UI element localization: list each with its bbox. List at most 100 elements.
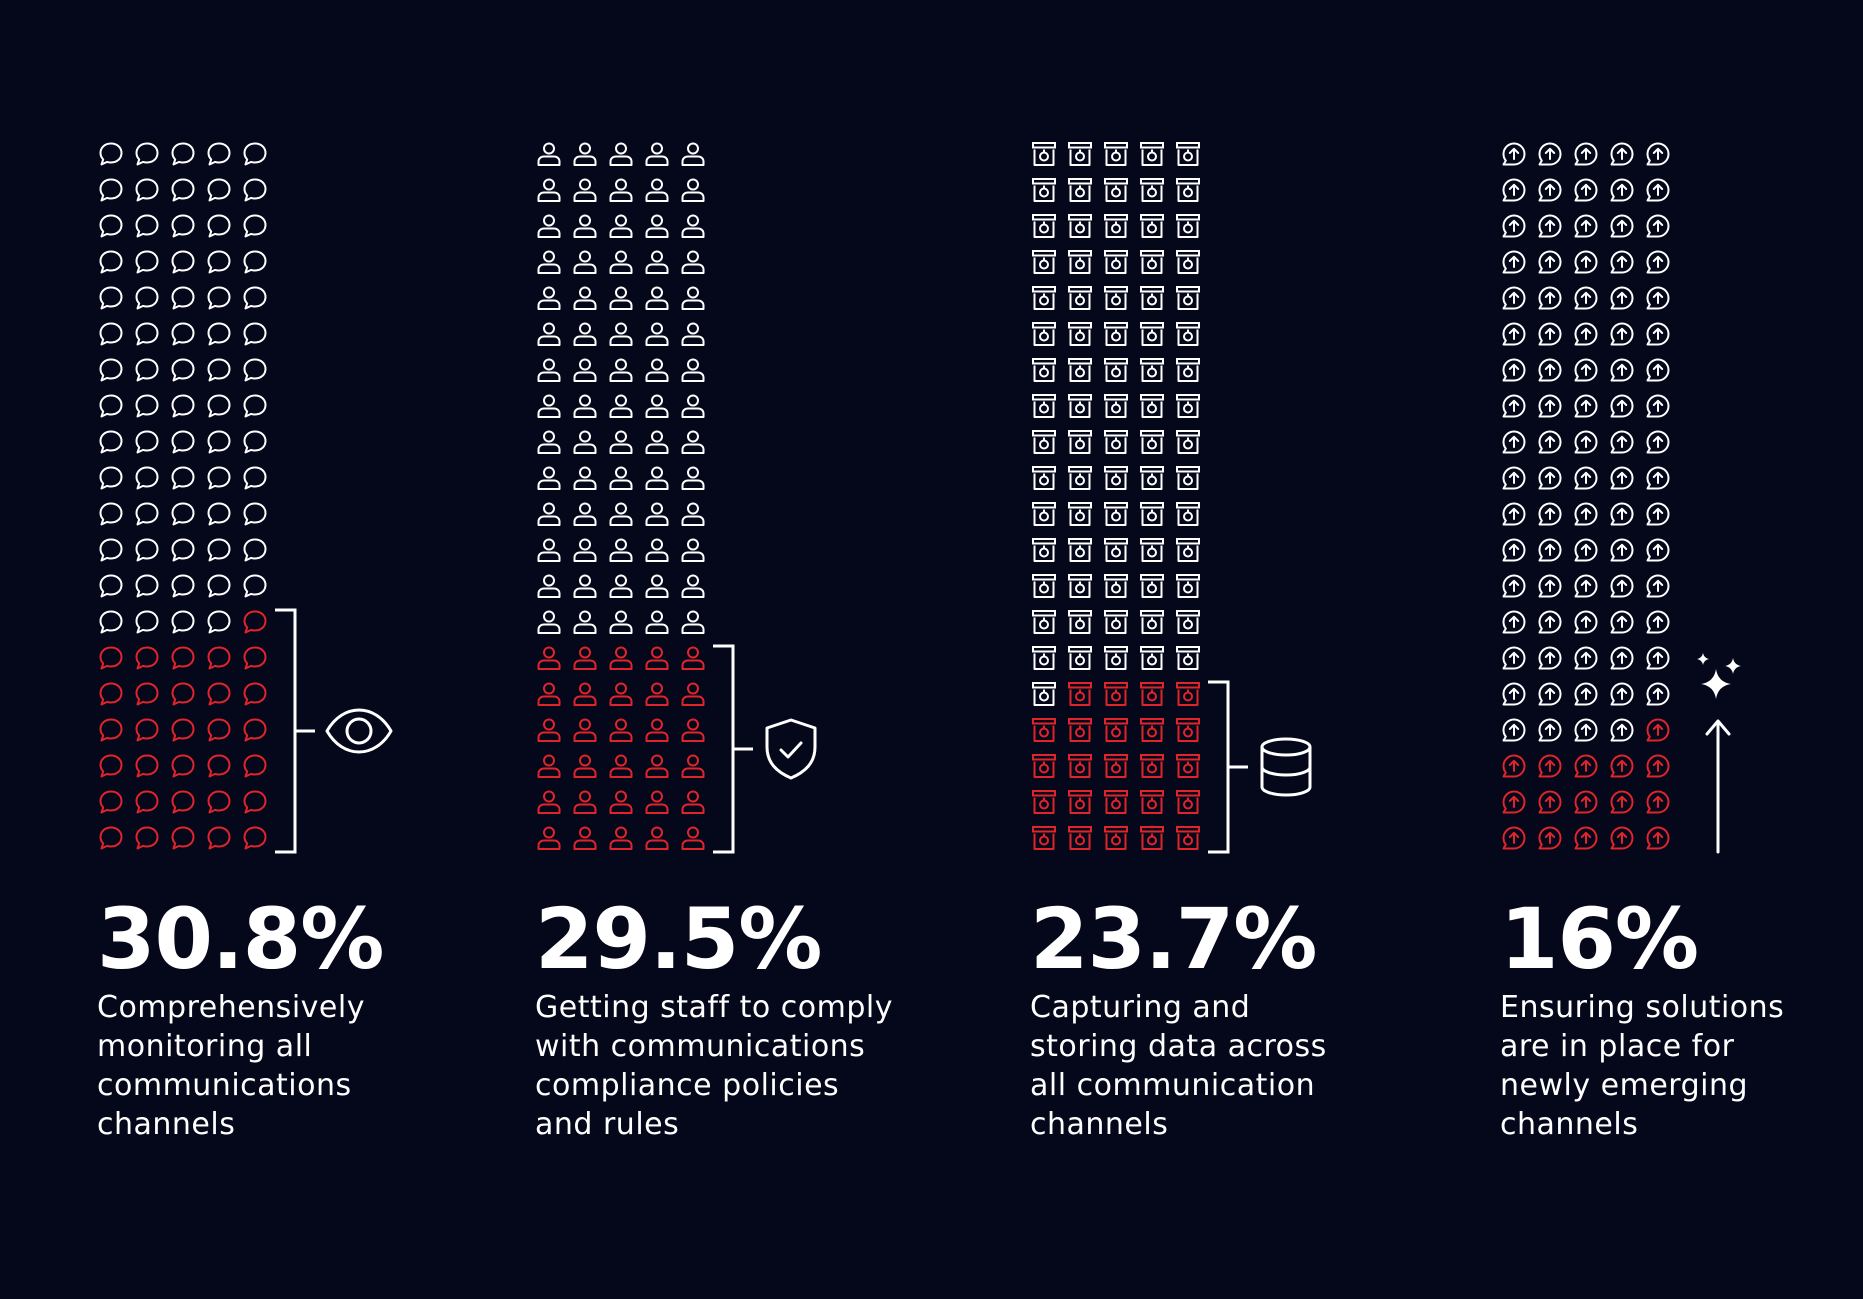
highlighted-speech-bubble-icon (207, 682, 231, 706)
stat-group-3: 23.7% Capturing and storing data across … (1030, 890, 1450, 1144)
person-icon (573, 214, 597, 238)
person-icon (573, 286, 597, 310)
highlighted-speech-bubble-icon (135, 754, 159, 778)
person-icon (537, 142, 561, 166)
highlighted-archive-box-icon (1068, 718, 1092, 742)
highlighted-archive-box-icon (1176, 754, 1200, 778)
highlighted-person-icon (681, 754, 705, 778)
arrow-up-bubble-icon (1574, 142, 1598, 166)
arrow-up-bubble-icon (1538, 178, 1562, 202)
speech-bubble-icon (171, 538, 195, 562)
highlighted-speech-bubble-icon (171, 826, 195, 850)
highlighted-person-icon (645, 682, 669, 706)
speech-bubble-icon (243, 466, 267, 490)
speech-bubble-icon (99, 322, 123, 346)
highlighted-person-icon (645, 646, 669, 670)
person-icon (537, 178, 561, 202)
speech-bubble-icon (135, 322, 159, 346)
archive-box-icon (1032, 538, 1056, 562)
arrow-up-bubble-icon (1538, 250, 1562, 274)
archive-box-icon (1068, 214, 1092, 238)
archive-box-icon (1176, 502, 1200, 526)
arrow-up-bubble-icon (1610, 214, 1634, 238)
stat-label: Ensuring solutions are in place for newl… (1500, 990, 1785, 1142)
speech-bubble-icon (171, 430, 195, 454)
archive-box-icon (1140, 178, 1164, 202)
archive-box-icon (1104, 250, 1128, 274)
arrow-up-bubble-icon (1574, 358, 1598, 382)
arrow-up-bubble-icon (1610, 718, 1634, 742)
person-icon (645, 610, 669, 634)
arrow-up-bubble-icon (1646, 538, 1670, 562)
archive-box-icon (1104, 286, 1128, 310)
person-icon (681, 430, 705, 454)
person-icon (573, 394, 597, 418)
highlighted-archive-box-icon (1068, 790, 1092, 814)
archive-box-icon (1140, 610, 1164, 634)
person-icon (681, 250, 705, 274)
person-icon (537, 214, 561, 238)
speech-bubble-icon (243, 214, 267, 238)
database-icon (1260, 737, 1312, 797)
highlighted-speech-bubble-icon (99, 682, 123, 706)
archive-box-icon (1032, 394, 1056, 418)
arrow-up-bubble-icon (1610, 142, 1634, 166)
archive-box-icon (1032, 286, 1056, 310)
archive-box-icon (1176, 178, 1200, 202)
highlighted-speech-bubble-icon (243, 610, 267, 634)
highlighted-arrow-up-bubble-icon (1646, 754, 1670, 778)
arrow-up-bubble-icon (1610, 394, 1634, 418)
speech-bubble-icon (135, 430, 159, 454)
arrow-up-bubble-icon (1502, 142, 1526, 166)
archive-box-icon (1068, 646, 1092, 670)
person-icon (537, 250, 561, 274)
stat-value: 29.5% (535, 890, 822, 988)
arrow-up-bubble-icon (1502, 466, 1526, 490)
arrow-up-bubble-icon (1502, 718, 1526, 742)
arrow-up-bubble-icon (1574, 178, 1598, 202)
archive-box-icon (1032, 214, 1056, 238)
speech-bubble-icon (243, 538, 267, 562)
highlighted-speech-bubble-icon (243, 718, 267, 742)
arrow-up-bubble-icon (1502, 574, 1526, 598)
speech-bubble-icon (135, 610, 159, 634)
archive-box-icon (1104, 178, 1128, 202)
person-icon (681, 610, 705, 634)
highlighted-speech-bubble-icon (243, 682, 267, 706)
archive-box-icon (1176, 430, 1200, 454)
arrow-up-bubble-icon (1574, 214, 1598, 238)
highlighted-speech-bubble-icon (99, 754, 123, 778)
person-icon (573, 430, 597, 454)
archive-box-icon (1068, 466, 1092, 490)
speech-bubble-icon (135, 142, 159, 166)
speech-bubble-icon (243, 178, 267, 202)
highlighted-arrow-up-bubble-icon (1502, 826, 1526, 850)
arrow-up-bubble-icon (1610, 358, 1634, 382)
archive-box-icon (1140, 466, 1164, 490)
speech-bubble-icon (135, 286, 159, 310)
highlighted-person-icon (681, 682, 705, 706)
highlighted-arrow-up-bubble-icon (1646, 790, 1670, 814)
arrow-up-bubble-icon (1646, 430, 1670, 454)
highlighted-archive-box-icon (1176, 790, 1200, 814)
bracket (1208, 680, 1248, 854)
speech-bubble-icon (207, 286, 231, 310)
person-icon (645, 430, 669, 454)
arrow-up-bubble-icon (1574, 538, 1598, 562)
highlighted-person-icon (537, 754, 561, 778)
person-icon (609, 574, 633, 598)
arrow-up-bubble-icon (1538, 610, 1562, 634)
archive-box-icon (1068, 538, 1092, 562)
highlighted-arrow-up-bubble-icon (1610, 790, 1634, 814)
arrow-up-bubble-icon (1502, 358, 1526, 382)
highlighted-arrow-up-bubble-icon (1646, 826, 1670, 850)
highlighted-archive-box-icon (1068, 826, 1092, 850)
arrow-up-bubble-icon (1646, 358, 1670, 382)
speech-bubble-icon (243, 574, 267, 598)
person-icon (609, 286, 633, 310)
speech-bubble-icon (243, 358, 267, 382)
highlighted-speech-bubble-icon (99, 646, 123, 670)
highlighted-person-icon (645, 826, 669, 850)
highlighted-archive-box-icon (1104, 754, 1128, 778)
